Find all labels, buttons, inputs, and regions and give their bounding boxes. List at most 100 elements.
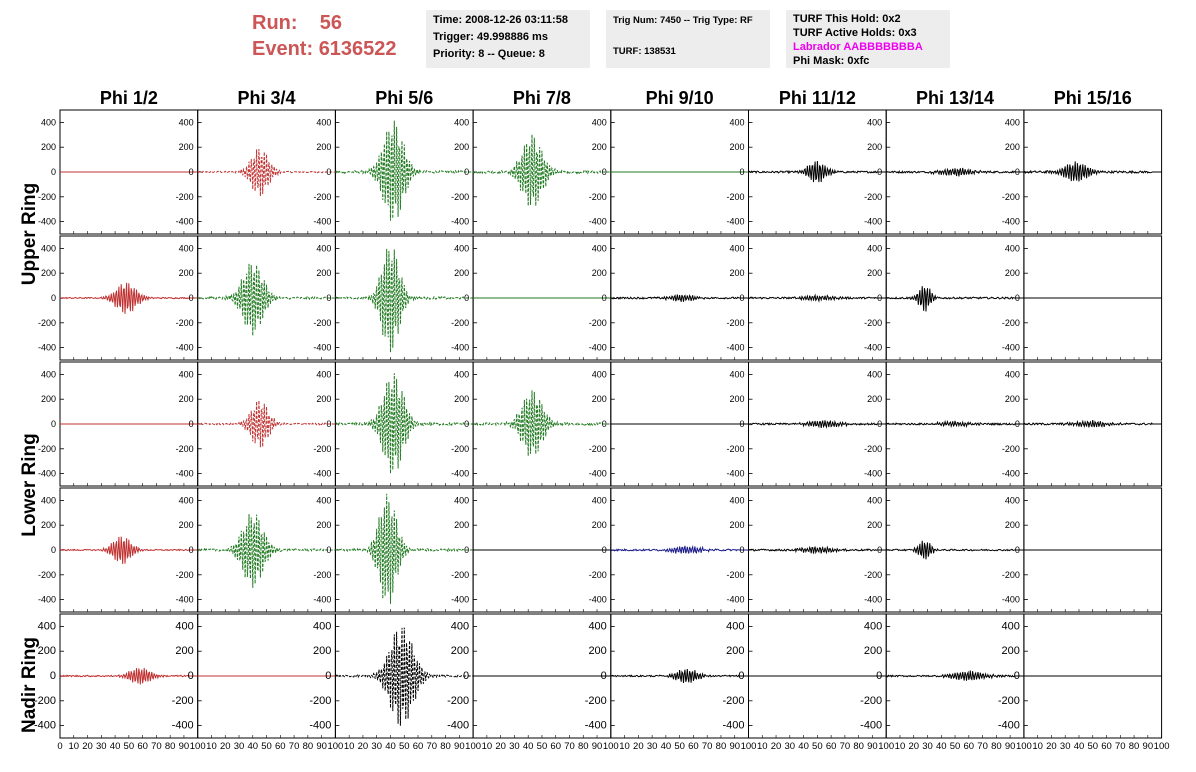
y-tick-label: 200 xyxy=(454,268,469,278)
waveform-trace xyxy=(610,669,749,684)
y-tick-label: 200 xyxy=(179,268,194,278)
y-tick-label: -400 xyxy=(309,720,331,732)
trigger-text: Trigger: 49.998886 ms xyxy=(433,31,548,43)
x-tick-label: 30 xyxy=(922,741,933,752)
y-tick-label: -400 xyxy=(726,595,744,605)
y-tick-label: 400 xyxy=(175,620,193,632)
waveform-trace xyxy=(1023,161,1162,182)
y-tick-label: 400 xyxy=(454,369,469,379)
panel-r5-c5: -400 -200 0 200 400 xyxy=(585,613,749,739)
run-event-header: Run: 56 Event: 6136522 xyxy=(252,10,397,62)
y-tick-label: 200 xyxy=(41,142,56,152)
y-tick-label: 200 xyxy=(454,394,469,404)
y-tick-label: 400 xyxy=(316,495,331,505)
x-tick-label: 30 xyxy=(785,741,796,752)
panel-r2-c1: -400 -200 0 200 400 xyxy=(38,235,199,361)
y-tick-label: 200 xyxy=(729,520,744,530)
y-tick-label: 0 xyxy=(326,167,331,177)
y-tick-label: -200 xyxy=(726,318,744,328)
waveform-trace xyxy=(60,667,198,685)
waveform-trace xyxy=(59,536,198,565)
y-tick-label: -400 xyxy=(38,469,56,479)
trig-num-text: Trig Num: 7450 -- Trig Type: RF xyxy=(613,15,753,26)
y-tick-label: 400 xyxy=(313,620,331,632)
x-tick-label: 10 xyxy=(344,741,355,752)
y-tick-label: 200 xyxy=(1005,394,1020,404)
x-tick-label: 20 xyxy=(495,741,506,752)
y-tick-label: -200 xyxy=(864,444,882,454)
y-tick-label: -400 xyxy=(998,720,1020,732)
y-tick-label: 400 xyxy=(1005,117,1020,127)
y-tick-label: 0 xyxy=(326,293,331,303)
y-tick-label: -200 xyxy=(1002,192,1020,202)
y-tick-label: 400 xyxy=(41,495,56,505)
panel-r2-c3: -400 -200 0 200 400 xyxy=(313,235,474,361)
waveform-trace xyxy=(334,120,474,221)
column-header-4: Phi 7/8 xyxy=(513,88,571,108)
labrador-text: Labrador AABBBBBBBA xyxy=(793,41,923,53)
waveform-trace xyxy=(885,167,1024,177)
y-tick-label: 400 xyxy=(729,369,744,379)
y-tick-label: 0 xyxy=(739,545,744,555)
y-tick-label: -200 xyxy=(589,318,607,328)
y-tick-label: 400 xyxy=(1005,243,1020,253)
x-tick-label: 50 xyxy=(674,741,685,752)
y-tick-label: 200 xyxy=(316,520,331,530)
panel-r1-c3: -400 -200 0 200 400 xyxy=(313,109,474,235)
y-tick-label: -200 xyxy=(38,192,56,202)
y-tick-label: -200 xyxy=(38,318,56,328)
y-tick-label: 400 xyxy=(41,243,56,253)
waveform-trace xyxy=(473,390,611,456)
y-tick-label: 0 xyxy=(601,670,607,682)
x-tick-label: 60 xyxy=(964,741,975,752)
y-tick-label: 200 xyxy=(592,142,607,152)
trigger-info-box: Trig Num: 7450 -- Trig Type: RF TURF: 13… xyxy=(606,10,770,68)
y-tick-label: -400 xyxy=(589,595,607,605)
x-tick-label: 100 xyxy=(1016,741,1032,752)
y-tick-label: 200 xyxy=(729,142,744,152)
y-tick-label: -200 xyxy=(176,444,194,454)
x-tick-label: 70 xyxy=(840,741,851,752)
y-tick-label: 400 xyxy=(179,495,194,505)
x-tick-label: 90 xyxy=(867,741,878,752)
y-tick-label: 0 xyxy=(602,419,607,429)
panel-r3-c3: -400 -200 0 200 400 xyxy=(313,361,474,487)
x-tick-label: 90 xyxy=(179,741,190,752)
x-tick-label: 80 xyxy=(303,741,314,752)
y-tick-label: 0 xyxy=(1015,545,1020,555)
y-tick-label: 400 xyxy=(454,243,469,253)
x-tick-label: 10 xyxy=(1032,741,1043,752)
y-tick-label: -400 xyxy=(864,469,882,479)
column-header-8: Phi 15/16 xyxy=(1054,88,1132,108)
y-tick-label: 200 xyxy=(179,394,194,404)
panel-r2-c4: -400 -200 0 200 400 xyxy=(451,235,612,361)
x-tick-label: 100 xyxy=(465,741,481,752)
y-tick-label: -200 xyxy=(589,570,607,580)
x-tick-label: 70 xyxy=(427,741,438,752)
waveform-trace xyxy=(197,514,336,588)
column-header-5: Phi 9/10 xyxy=(646,88,714,108)
y-tick-label: 400 xyxy=(729,243,744,253)
y-tick-label: -400 xyxy=(1002,343,1020,353)
y-tick-label: -400 xyxy=(451,595,469,605)
waveform-trace xyxy=(885,670,1024,681)
y-tick-label: -200 xyxy=(313,570,331,580)
y-tick-label: -400 xyxy=(585,720,607,732)
y-tick-label: -400 xyxy=(864,343,882,353)
y-tick-label: 400 xyxy=(316,369,331,379)
y-tick-label: 400 xyxy=(864,620,882,632)
waveform-trace xyxy=(610,544,749,555)
y-tick-label: 200 xyxy=(867,142,882,152)
waveform-trace xyxy=(335,627,474,726)
x-tick-label: 30 xyxy=(371,741,382,752)
y-tick-label: 0 xyxy=(877,545,882,555)
y-tick-label: 0 xyxy=(1015,167,1020,177)
panel-r4-c6: -400 -200 0 200 400 xyxy=(726,487,887,613)
y-tick-label: 200 xyxy=(454,520,469,530)
event-value: 6136522 xyxy=(318,38,397,60)
x-tick-label: 90 xyxy=(316,741,327,752)
x-tick-label: 40 xyxy=(247,741,258,752)
run-label: Run: xyxy=(252,12,298,34)
panel-r2-c2: -400 -200 0 200 400 xyxy=(176,235,336,361)
priority-text: Priority: 8 -- Queue: 8 xyxy=(433,48,545,60)
